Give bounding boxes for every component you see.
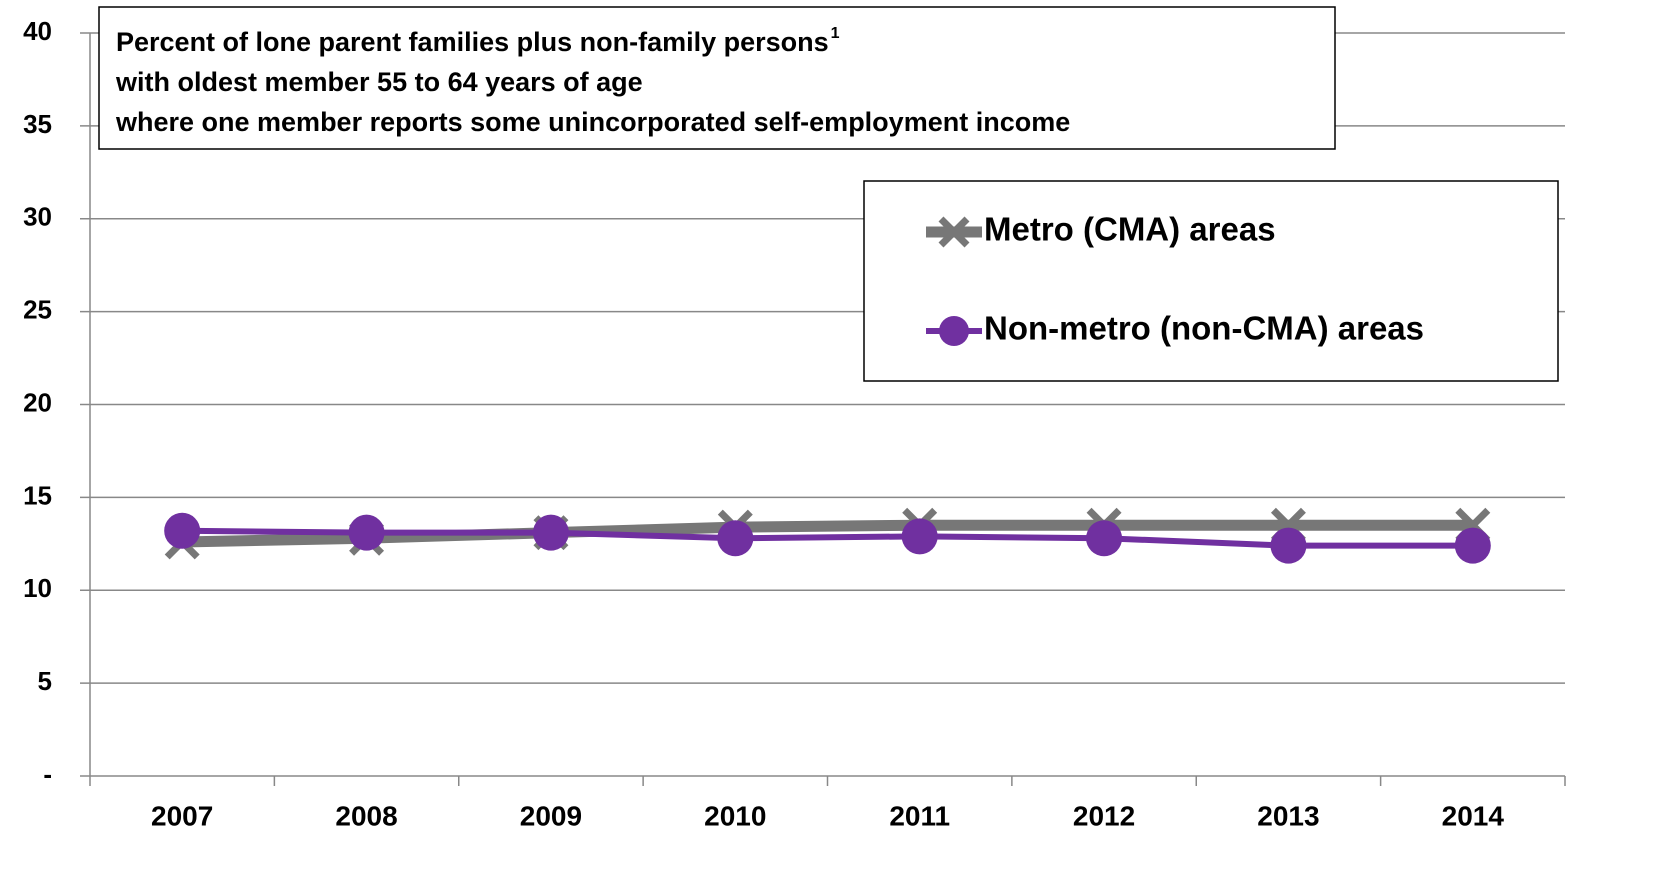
legend-label: Non-metro (non-CMA) areas xyxy=(984,310,1424,347)
x-tick-label: 2009 xyxy=(520,800,582,831)
x-tick-label: 2013 xyxy=(1257,800,1319,831)
marker xyxy=(164,512,201,549)
y-tick-label: 15 xyxy=(23,480,52,510)
title-box xyxy=(98,6,1336,150)
x-tick-label: 2011 xyxy=(889,800,950,831)
y-tick-label: - xyxy=(43,759,52,789)
marker xyxy=(532,514,569,551)
marker xyxy=(1270,527,1307,564)
marker xyxy=(1454,527,1491,564)
y-tick-label: 25 xyxy=(23,295,52,325)
y-tick-label: 20 xyxy=(23,387,52,417)
legend-label: Metro (CMA) areas xyxy=(984,211,1276,248)
series-line xyxy=(182,527,1473,549)
y-tick-label: 10 xyxy=(23,573,52,603)
x-tick-label: 2008 xyxy=(335,800,397,831)
series-line xyxy=(182,519,1473,548)
x-tick-label: 2014 xyxy=(1442,800,1505,831)
marker xyxy=(717,520,754,557)
chart-title: where one member reports some unincorpor… xyxy=(115,107,1070,137)
y-tick-label: 40 xyxy=(23,16,52,46)
y-tick-label: 35 xyxy=(23,109,52,139)
x-tick-label: 2012 xyxy=(1073,800,1135,831)
marker xyxy=(939,316,969,346)
y-tick-label: 30 xyxy=(23,202,52,232)
marker xyxy=(348,514,385,551)
title-note: 1 xyxy=(831,25,840,42)
x-tick-label: 2010 xyxy=(704,800,766,831)
legend-box xyxy=(863,180,1559,382)
marker xyxy=(901,518,938,555)
marker xyxy=(938,216,970,248)
marker-x xyxy=(938,216,970,248)
x-tick-label: 2007 xyxy=(151,800,213,831)
chart-title: with oldest member 55 to 64 years of age xyxy=(115,67,643,97)
chart-title: Percent of lone parent families plus non… xyxy=(116,27,829,57)
y-tick-label: 5 xyxy=(38,666,52,696)
marker xyxy=(1086,520,1123,557)
